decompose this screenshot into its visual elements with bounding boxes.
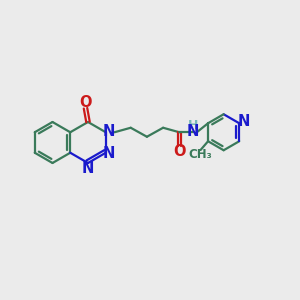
Text: CH₃: CH₃: [189, 148, 212, 161]
Text: O: O: [79, 95, 92, 110]
Text: H: H: [188, 119, 199, 132]
Text: N: N: [187, 124, 199, 139]
Text: N: N: [82, 161, 94, 176]
Text: N: N: [103, 124, 115, 139]
Text: N: N: [238, 115, 250, 130]
Text: O: O: [173, 144, 186, 159]
Text: N: N: [103, 146, 115, 161]
